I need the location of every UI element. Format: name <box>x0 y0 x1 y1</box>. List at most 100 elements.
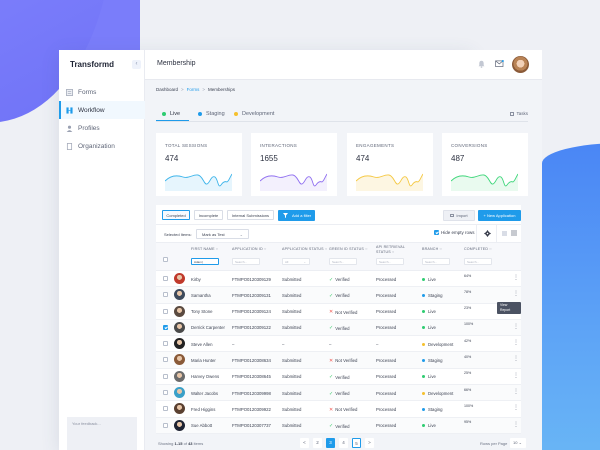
sparkline-chart <box>356 173 423 191</box>
first-name-search-input[interactable]: Adam| <box>191 258 219 265</box>
table-row[interactable]: Maria Hunter FTMPO0120308634 Submitted ✕ Not… <box>156 352 521 369</box>
more-options-icon[interactable]: ⋮ <box>513 340 519 347</box>
more-options-icon[interactable]: ⋮ <box>513 405 519 412</box>
breadcrumb-forms[interactable]: Forms <box>186 87 200 92</box>
cell-branch: Live <box>422 325 436 330</box>
more-options-icon[interactable]: ⋮ <box>513 275 519 281</box>
list-view-icon[interactable] <box>511 230 517 236</box>
add-filter-button[interactable]: Add a filter <box>278 210 315 221</box>
table-row[interactable]: Sue Abbott FTMPO0120307737 Submitted ✓ Verif… <box>156 417 521 434</box>
table-row[interactable]: Derrick Carpenter FTMPO0120309122 Submitte… <box>156 319 521 337</box>
filter-incomplete[interactable]: Incomplete <box>194 210 223 220</box>
table-row[interactable]: Samantha FTMPO0120309131 Submitted ✓ Verifie… <box>156 287 521 304</box>
more-options-icon[interactable]: ⋮ <box>513 421 519 428</box>
table-row[interactable]: Fred Higgins FTMPO0120309922 Submitted ✕ Not… <box>156 401 521 418</box>
user-avatar[interactable] <box>512 56 529 73</box>
bulk-action-dropdown[interactable]: Mark as Test ⌄ <box>196 229 249 239</box>
row-checkbox[interactable] <box>163 276 168 281</box>
completed-percent: 66% <box>464 387 472 392</box>
cell-completed: 95% <box>464 420 492 426</box>
row-checkbox[interactable] <box>163 341 168 347</box>
check-icon: ✓ <box>329 423 334 430</box>
completed-percent: 100% <box>464 403 474 408</box>
column-header-green-id-status[interactable]: GREEN ID STATUS ◌ <box>329 247 368 251</box>
more-options-icon[interactable]: ⋮ <box>513 356 519 363</box>
table-row[interactable]: Harvey Owens FTMPO0120308645 Submitted ✓ Ver… <box>156 369 521 386</box>
row-checkbox[interactable] <box>163 324 168 330</box>
more-options-icon[interactable]: ⋮ <box>513 291 519 298</box>
green-id-search-input[interactable]: Search... <box>329 258 357 265</box>
breadcrumb-dashboard[interactable]: Dashboard <box>156 87 179 92</box>
column-header-completed[interactable]: COMPLETED ◌ <box>464 247 492 251</box>
completed-percent: 42% <box>464 338 472 343</box>
more-options-icon[interactable]: ⋮ <box>513 372 519 379</box>
pagination-page-5[interactable]: 5 <box>352 438 361 448</box>
row-checkbox[interactable] <box>163 292 168 298</box>
tab-label: Live <box>170 111 181 117</box>
sidebar-item-profiles[interactable]: Profiles <box>59 119 145 137</box>
more-options-icon[interactable]: ⋮ <box>513 323 519 330</box>
tab-live[interactable]: Live <box>162 111 180 117</box>
table-row[interactable]: Kirby FTMPO0120309129 Submitted ✓ Verified Pr… <box>156 271 521 288</box>
new-application-button[interactable]: + New Application <box>478 210 521 221</box>
branch-dot-icon <box>422 391 425 395</box>
sidebar-item-forms[interactable]: Forms <box>59 83 145 101</box>
row-checkbox[interactable] <box>163 406 168 412</box>
cell-green-id-status: ✓ Verified <box>329 423 350 430</box>
row-checkbox[interactable] <box>163 308 168 314</box>
tab-development[interactable]: Development <box>234 111 274 117</box>
row-checkbox[interactable] <box>163 390 168 396</box>
breadcrumb: Dashboard > Forms > Memberships <box>156 87 235 92</box>
pagination-next-button[interactable]: > <box>365 438 374 448</box>
gear-icon[interactable] <box>484 230 491 237</box>
sparkline-chart <box>260 173 327 191</box>
check-icon: ✓ <box>329 292 334 299</box>
application-status-select[interactable]: All ⌄ <box>282 258 310 265</box>
sidebar-item-organization[interactable]: Organization <box>59 137 145 155</box>
table-row[interactable]: Tony Stone FTMPO0120309124 Submitted ✕ Not V… <box>156 304 521 320</box>
branch-search-input[interactable]: Search... <box>422 258 450 265</box>
more-options-icon[interactable]: ⋮ <box>513 389 519 396</box>
column-header-application-id[interactable]: APPLICATION ID ◌ <box>232 247 267 251</box>
cell-api-retrieval-status: Processed <box>376 374 397 380</box>
row-checkbox[interactable] <box>163 373 168 379</box>
filter-completed[interactable]: Completed <box>162 210 190 220</box>
sidebar-item-label: Forms <box>78 88 97 96</box>
top-bar: Membership <box>145 50 542 80</box>
column-header-first-name[interactable]: FIRST NAME ◌ <box>191 247 219 251</box>
pagination-prev-button[interactable]: < <box>300 438 309 448</box>
table-row[interactable]: Walter Jacobs FTMPO0120309998 Submitted ✓ Ve… <box>156 385 521 402</box>
branch-dot-icon <box>422 358 425 362</box>
column-header-api-retrieval-status[interactable]: API RETRIEVAL STATUS ◌ <box>376 245 405 254</box>
tab-staging[interactable]: Staging <box>198 111 225 117</box>
application-id-search-input[interactable]: Search... <box>232 258 260 265</box>
pagination-page-2[interactable]: 2 <box>313 438 322 448</box>
tasks-button[interactable]: Tasks <box>510 111 528 116</box>
collapse-sidebar-button[interactable]: ‹ <box>132 60 141 69</box>
hide-empty-rows-checkbox[interactable] <box>434 230 439 235</box>
hide-empty-rows-toggle[interactable]: Hide empty rows <box>434 230 475 235</box>
completed-search-input[interactable]: Search... <box>464 258 492 265</box>
column-header-branch[interactable]: BRANCH ◌ <box>422 247 442 251</box>
row-checkbox[interactable] <box>163 422 168 428</box>
feedback-input[interactable]: Your feedback... <box>67 417 137 450</box>
grid-view-icon[interactable] <box>502 231 507 236</box>
cell-branch: Staging <box>422 293 443 298</box>
bell-icon[interactable] <box>478 60 485 68</box>
table-row[interactable]: Steve Allen – – – – Development 42% ⋮ <box>156 336 521 353</box>
cell-green-id-status: ✓ Verified <box>329 292 350 299</box>
cell-api-retrieval-status: Processed <box>376 423 397 429</box>
environment-tabs: Live Staging Development Tasks <box>156 110 528 122</box>
sidebar-item-workflow[interactable]: Workflow <box>59 101 145 119</box>
status-dot-icon <box>234 112 238 116</box>
row-checkbox[interactable] <box>163 357 168 363</box>
api-retrieval-search-input[interactable]: Search... <box>376 258 404 265</box>
import-button[interactable]: Import <box>443 210 475 221</box>
filter-internal-submissions[interactable]: Internal Submissions <box>227 210 274 220</box>
rows-per-page-select[interactable]: 10 ⌄ <box>510 438 526 448</box>
mail-icon[interactable] <box>495 60 504 67</box>
select-all-checkbox[interactable] <box>163 257 168 262</box>
pagination-page-4[interactable]: 4 <box>339 438 348 448</box>
pagination-page-3[interactable]: 3 <box>326 438 335 448</box>
column-header-application-status[interactable]: APPLICATION STATUS ◌ <box>282 247 328 251</box>
